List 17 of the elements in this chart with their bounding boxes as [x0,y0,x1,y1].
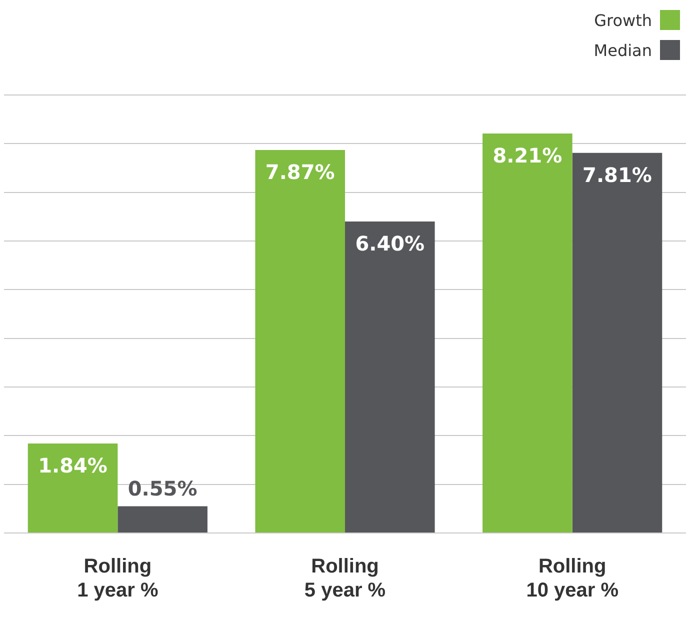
data-label: 0.55% [128,476,198,500]
x-tick-label: Rolling 5 year % [304,556,386,602]
bar [345,222,435,532]
data-label: 7.81% [582,163,652,188]
bar [255,150,345,532]
legend-label: Median [594,40,652,60]
legend-label: Growth [594,10,652,30]
data-label: 8.21% [492,144,562,168]
data-label: 7.87% [265,160,335,184]
bar [28,443,118,532]
data-label: 6.40% [355,232,425,256]
bar [118,506,208,532]
data-label: 1.84% [38,454,108,478]
x-tick-label: Rolling 1 year % [77,556,158,602]
x-tick-label: Rolling 10 year % [526,556,619,602]
bar [482,133,572,532]
bar [572,152,662,532]
